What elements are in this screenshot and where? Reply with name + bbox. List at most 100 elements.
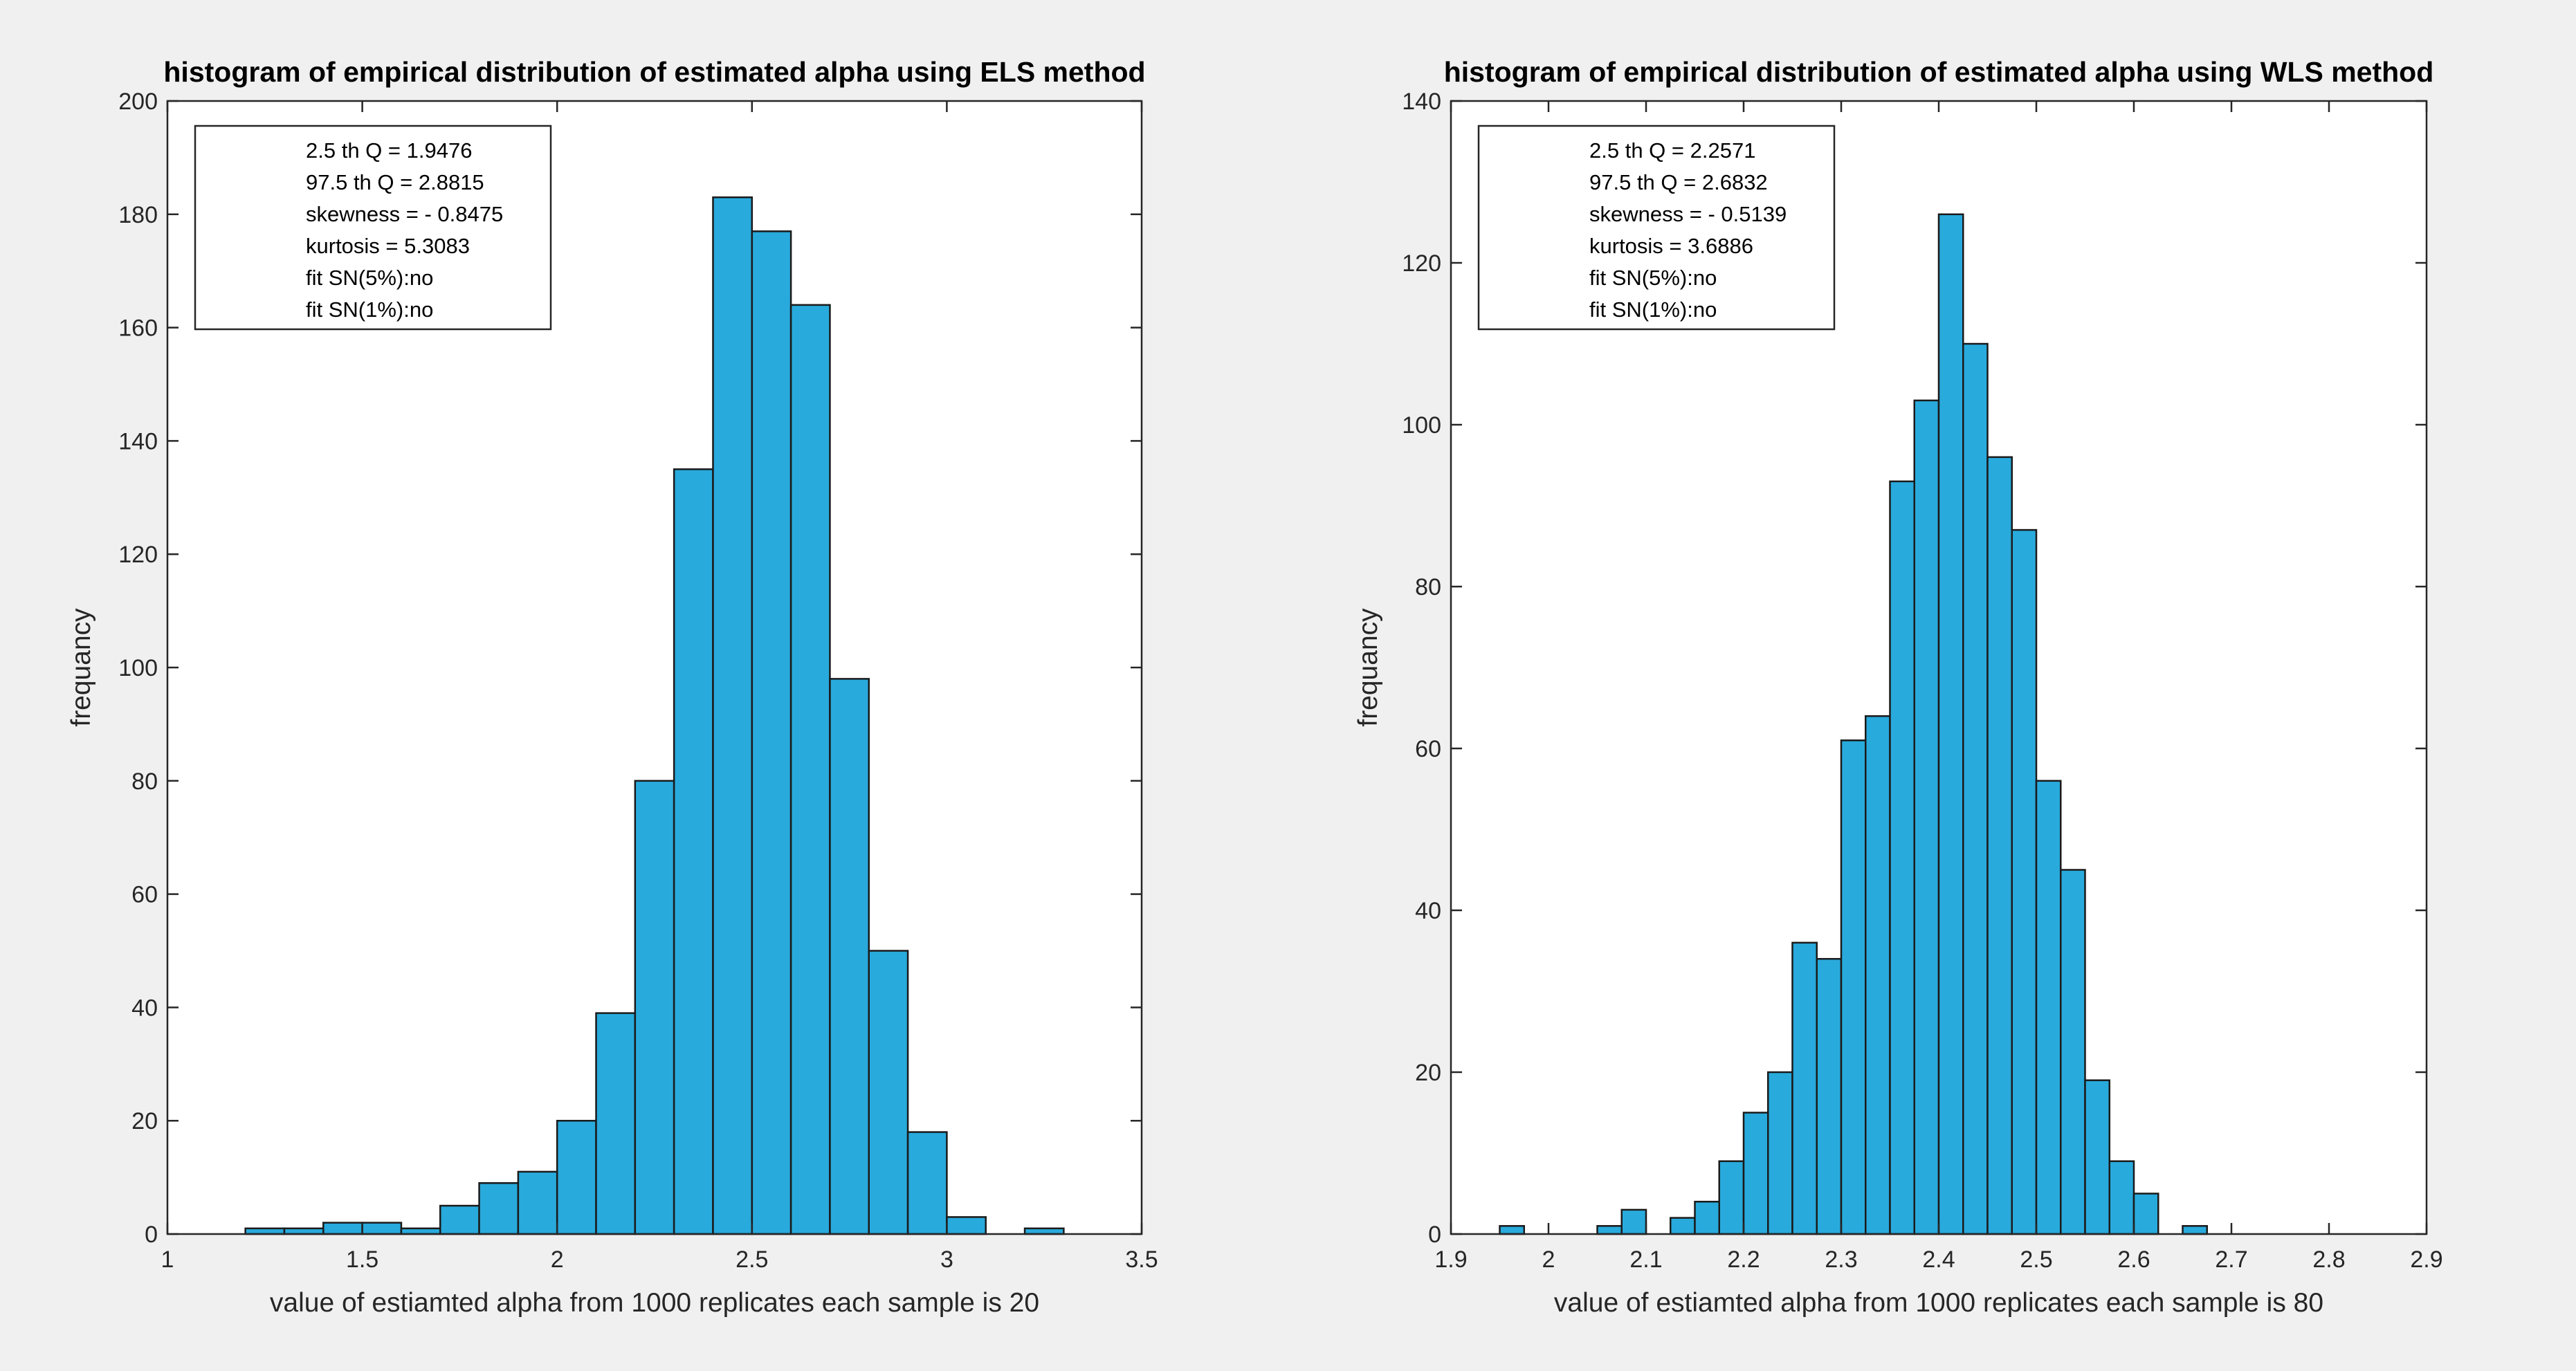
- histogram-bar: [1889, 480, 1915, 1235]
- histogram-bar: [1791, 941, 1818, 1235]
- x-tick-label: 2.3: [1825, 1246, 1857, 1273]
- histogram-bar: [439, 1204, 480, 1235]
- legend-line: kurtosis = 5.3083: [306, 234, 470, 258]
- x-tick-label: 2.9: [2410, 1246, 2442, 1273]
- y-tick-label: 40: [131, 995, 158, 1021]
- histogram-bar: [829, 678, 870, 1235]
- y-tick-label: 60: [131, 882, 158, 908]
- legend-line: 2.5 th Q = 1.9476: [306, 138, 472, 163]
- histogram-bar: [946, 1216, 987, 1235]
- els-histogram-panel: 1 1.5 2 2.5 3 3.5020406080100120140160180200 …: [66, 56, 1158, 1318]
- histogram-bar: [361, 1222, 403, 1235]
- histogram-bar: [712, 196, 753, 1235]
- legend-line: fit SN(1%):no: [1589, 297, 1717, 322]
- y-tick-label: 100: [118, 655, 158, 681]
- x-tick-label: 2.1: [1629, 1246, 1662, 1273]
- legend-frame: [194, 125, 552, 331]
- chart-title: histogram of empirical distribution of e…: [163, 56, 1145, 88]
- x-tick-label: 2.4: [1922, 1246, 1955, 1273]
- legend-line: skewness = - 0.8475: [306, 202, 503, 226]
- y-axis-label: frequancy: [1353, 608, 1383, 727]
- histogram-bar: [906, 1131, 948, 1235]
- y-tick-label: 60: [1415, 736, 1441, 762]
- histogram-bar: [751, 230, 792, 1235]
- histogram-bar: [517, 1170, 558, 1235]
- histogram-bar: [868, 950, 909, 1235]
- histogram-bar: [595, 1012, 637, 1235]
- histogram-bar: [1816, 957, 1843, 1235]
- x-tick-label: 2.8: [2312, 1246, 2345, 1273]
- y-tick-label: 20: [1415, 1060, 1441, 1086]
- histogram-bar: [2084, 1079, 2110, 1235]
- axis-ticks: 1 1.5 2 2.5 3 3.5 0 20 40 60 80 100 120 140 160 180 200: [118, 89, 1158, 1273]
- x-tick-label: 2: [551, 1246, 564, 1273]
- histogram-bar: [1499, 1225, 1525, 1235]
- x-tick-label: 2.5: [736, 1246, 768, 1273]
- legend-box: 2.5 th Q = 2.2571 97.5 th Q = 2.6832 ske…: [1477, 125, 1836, 331]
- y-tick-label: 80: [131, 769, 158, 795]
- legend-line: skewness = - 0.5139: [1589, 202, 1787, 226]
- legend-line: fit SN(5%):no: [1589, 266, 1717, 290]
- y-tick-label: 120: [118, 542, 158, 568]
- y-tick-label: 0: [145, 1222, 158, 1248]
- histogram-bar: [2132, 1193, 2159, 1235]
- histogram-bar: [2060, 869, 2086, 1235]
- y-tick-label: 80: [1415, 574, 1441, 600]
- y-tick-label: 140: [1402, 89, 1441, 115]
- histogram-bar: [1670, 1217, 1696, 1235]
- y-tick-label: 140: [118, 428, 158, 454]
- axes-frame: [166, 100, 1143, 1235]
- y-axis-label: frequancy: [66, 608, 96, 727]
- y-tick-label: 200: [118, 89, 158, 115]
- histogram-bars: [1499, 213, 2208, 1235]
- y-tick-label: 120: [1402, 250, 1441, 277]
- histogram-bar: [1742, 1112, 1769, 1235]
- histogram-bar: [1937, 213, 1964, 1235]
- y-tick-label: 20: [131, 1108, 158, 1134]
- y-tick-label: 100: [1402, 412, 1441, 439]
- y-tick-label: 160: [118, 315, 158, 342]
- histogram-bar: [1596, 1225, 1623, 1235]
- histogram-bar: [2035, 780, 2062, 1235]
- histogram-bar: [1620, 1208, 1647, 1235]
- x-tick-label: 3: [940, 1246, 953, 1273]
- legend-box: 2.5 th Q = 1.9476 97.5 th Q = 2.8815 ske…: [194, 125, 552, 331]
- x-tick-label: 2.2: [1727, 1246, 1760, 1273]
- x-tick-label: 1: [161, 1246, 174, 1273]
- legend-line: 97.5 th Q = 2.6832: [1589, 170, 1768, 194]
- x-tick-label: 2.6: [2117, 1246, 2150, 1273]
- histogram-bar: [322, 1222, 363, 1235]
- histogram-bar: [789, 304, 831, 1235]
- legend-line: fit SN(5%):no: [306, 266, 433, 290]
- histogram-bar: [1865, 715, 1891, 1235]
- x-tick-label: 1.5: [346, 1246, 378, 1273]
- x-axis-label: value of estiamted alpha from 1000 repli…: [1554, 1288, 2323, 1318]
- histogram-bar: [2182, 1225, 2208, 1235]
- histogram-bar: [634, 780, 675, 1235]
- legend-line: 97.5 th Q = 2.8815: [306, 170, 484, 194]
- histogram-bar: [673, 468, 714, 1235]
- y-tick-label: 0: [1428, 1222, 1441, 1248]
- histogram-bar: [1767, 1071, 1793, 1235]
- wls-histogram-panel: 1.9 2 2.1 2.2 2.3 2.4 2.5 2.6 2.7 2.8 2.9 0 20 40 60 80…: [1353, 56, 2443, 1318]
- x-axis-label: value of estiamted alpha from 1000 repli…: [270, 1288, 1039, 1318]
- histogram-bar: [1840, 739, 1867, 1235]
- legend-frame: [1477, 125, 1836, 331]
- histogram-bar: [2011, 528, 2038, 1235]
- histogram-bar: [1718, 1160, 1745, 1235]
- histogram-bar: [1913, 399, 1940, 1235]
- histogram-bar: [478, 1182, 520, 1235]
- histogram-bar: [556, 1119, 597, 1235]
- x-tick-label: 2: [1542, 1246, 1555, 1273]
- histogram-bar: [2108, 1160, 2135, 1235]
- histogram-bar: [1986, 456, 2013, 1235]
- axes-frame: [1450, 100, 2428, 1235]
- axis-ticks: 1.9 2 2.1 2.2 2.3 2.4 2.5 2.6 2.7 2.8 2.9 0 20 40 60 80…: [1402, 89, 2442, 1273]
- histogram-bar: [1694, 1200, 1720, 1235]
- x-tick-label: 2.5: [2020, 1246, 2052, 1273]
- x-tick-label: 2.7: [2215, 1246, 2247, 1273]
- y-tick-label: 40: [1415, 898, 1441, 924]
- legend-line: kurtosis = 3.6886: [1589, 234, 1753, 258]
- histogram-bar: [1962, 342, 1989, 1235]
